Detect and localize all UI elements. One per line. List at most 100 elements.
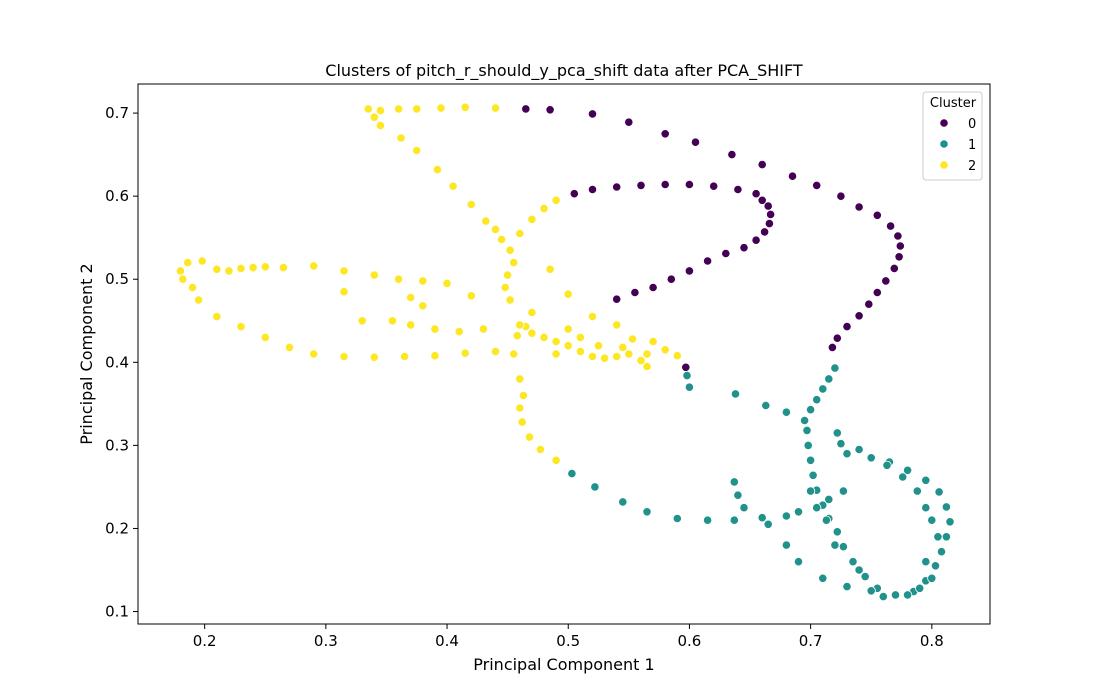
point-cluster-2 xyxy=(517,417,527,427)
point-cluster-2 xyxy=(636,355,646,366)
point-cluster-1 xyxy=(934,487,944,497)
point-cluster-0 xyxy=(690,137,701,147)
point-cluster-2 xyxy=(551,195,561,205)
x-tick-label: 0.8 xyxy=(920,632,944,650)
point-cluster-1 xyxy=(836,439,846,449)
point-cluster-0 xyxy=(763,201,773,211)
point-cluster-1 xyxy=(729,477,739,487)
point-cluster-2 xyxy=(624,349,634,359)
point-cluster-0 xyxy=(764,219,775,229)
legend-marker-0 xyxy=(939,118,949,128)
point-cluster-2 xyxy=(339,351,349,362)
point-cluster-0 xyxy=(636,180,646,190)
point-cluster-2 xyxy=(618,342,628,352)
point-cluster-2 xyxy=(490,346,501,357)
point-cluster-2 xyxy=(406,320,416,330)
plot-area xyxy=(138,84,990,624)
point-cluster-1 xyxy=(832,428,842,438)
point-cluster-2 xyxy=(369,270,379,280)
point-cluster-0 xyxy=(630,287,640,298)
point-cluster-0 xyxy=(895,241,905,251)
legend-marker-1 xyxy=(939,139,949,149)
point-cluster-1 xyxy=(860,571,870,582)
point-cluster-2 xyxy=(393,274,404,284)
point-cluster-2 xyxy=(454,326,464,337)
point-cluster-2 xyxy=(187,282,198,293)
point-cluster-1 xyxy=(838,486,849,496)
point-cluster-2 xyxy=(224,266,234,276)
x-tick-label: 0.7 xyxy=(799,632,823,650)
point-cluster-0 xyxy=(612,182,622,192)
legend: Cluster 0 1 2 xyxy=(922,91,983,181)
y-axis: 0.1 0.2 0.3 0.4 0.5 0.6 0.7 xyxy=(105,104,138,621)
point-cluster-0 xyxy=(733,184,743,195)
point-cluster-2 xyxy=(481,216,491,226)
point-cluster-1 xyxy=(781,407,792,417)
point-cluster-1 xyxy=(812,395,822,405)
point-cluster-2 xyxy=(551,349,561,359)
point-cluster-2 xyxy=(518,390,529,401)
point-cluster-2 xyxy=(512,331,522,341)
point-cluster-0 xyxy=(666,274,676,284)
point-cluster-1 xyxy=(915,583,925,593)
point-cluster-1 xyxy=(805,405,816,415)
point-cluster-0 xyxy=(739,243,749,253)
point-cluster-2 xyxy=(642,349,652,359)
point-cluster-0 xyxy=(660,129,670,139)
point-cluster-2 xyxy=(575,332,586,342)
point-cluster-1 xyxy=(812,503,822,513)
point-cluster-1 xyxy=(682,370,692,381)
point-cluster-1 xyxy=(921,475,931,485)
point-cluster-2 xyxy=(466,199,476,210)
point-cluster-2 xyxy=(442,278,452,288)
point-cluster-1 xyxy=(799,415,810,426)
point-cluster-2 xyxy=(248,262,258,273)
point-cluster-1 xyxy=(866,453,876,463)
point-cluster-1 xyxy=(898,472,908,482)
point-cluster-2 xyxy=(175,266,185,276)
point-cluster-2 xyxy=(515,374,525,384)
point-cluster-0 xyxy=(827,342,838,352)
point-cluster-2 xyxy=(496,234,507,244)
point-cluster-2 xyxy=(490,103,501,113)
point-cluster-1 xyxy=(808,470,818,480)
legend-box xyxy=(922,91,983,181)
point-cluster-0 xyxy=(854,311,864,321)
point-cluster-2 xyxy=(524,432,535,442)
point-cluster-0 xyxy=(545,105,555,115)
point-cluster-2 xyxy=(500,282,510,293)
point-cluster-2 xyxy=(178,274,188,284)
y-tick-label: 0.1 xyxy=(105,603,129,621)
point-cluster-1 xyxy=(642,507,652,517)
point-cluster-0 xyxy=(836,191,846,201)
y-tick-label: 0.2 xyxy=(105,519,129,537)
point-cluster-2 xyxy=(575,346,586,357)
point-cluster-2 xyxy=(418,276,428,286)
legend-label: 0 xyxy=(968,117,976,132)
point-cluster-0 xyxy=(812,180,822,190)
point-cluster-1 xyxy=(927,515,937,525)
point-cluster-2 xyxy=(369,352,379,362)
point-cluster-2 xyxy=(375,106,385,116)
legend-marker-2 xyxy=(939,160,949,170)
point-cluster-0 xyxy=(854,202,864,212)
point-cluster-1 xyxy=(739,503,749,513)
point-cluster-0 xyxy=(765,209,776,219)
point-cluster-0 xyxy=(872,287,882,298)
point-cluster-1 xyxy=(842,581,852,592)
point-cluster-2 xyxy=(599,353,610,363)
point-cluster-1 xyxy=(902,465,913,475)
point-cluster-2 xyxy=(406,292,416,303)
point-cluster-0 xyxy=(832,333,842,343)
point-cluster-0 xyxy=(787,171,798,181)
point-cluster-0 xyxy=(721,248,731,259)
x-tick-label: 0.5 xyxy=(556,632,580,650)
point-cluster-1 xyxy=(890,590,901,600)
point-cluster-2 xyxy=(357,316,367,326)
point-cluster-2 xyxy=(648,336,658,347)
point-cluster-2 xyxy=(587,351,598,362)
points-layer xyxy=(175,102,955,602)
point-cluster-2 xyxy=(412,104,422,114)
point-cluster-2 xyxy=(309,349,319,359)
x-tick-label: 0.2 xyxy=(193,632,217,650)
